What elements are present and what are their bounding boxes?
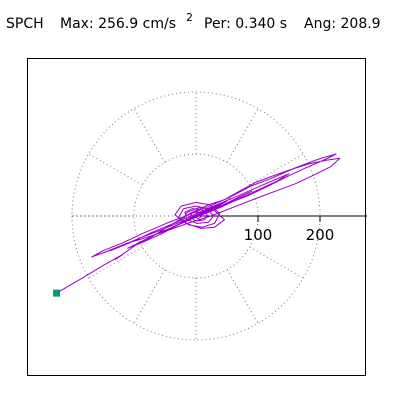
particle-motion-chart: 100 200	[53, 91, 367, 341]
period-value: Per: 0.340 s	[204, 16, 288, 32]
start-marker	[53, 289, 61, 297]
grid-spoke-240	[133, 269, 166, 324]
motion-trace	[56, 153, 341, 294]
grid-spoke-330	[249, 246, 304, 279]
chart-header: SPCH Max: 256.9 cm/s 2 Per: 0.340 s Ang:…	[0, 11, 400, 40]
station-code: SPCH	[6, 16, 44, 32]
tick-label-200: 200	[306, 226, 335, 244]
tick-label-100: 100	[244, 226, 273, 244]
angle-value: Ang: 208.9	[304, 16, 381, 32]
grid-spoke-300	[226, 269, 259, 324]
plot-frame: 100 200	[27, 58, 367, 376]
grid-spoke-150	[88, 153, 143, 186]
unit-superscript: 2	[186, 11, 193, 24]
grid-spoke-60	[226, 108, 259, 163]
grid-spoke-120	[133, 108, 166, 163]
grid-spoke-210	[88, 246, 143, 279]
max-acceleration: Max: 256.9 cm/s	[60, 16, 176, 32]
grid-spoke-30	[249, 153, 304, 186]
